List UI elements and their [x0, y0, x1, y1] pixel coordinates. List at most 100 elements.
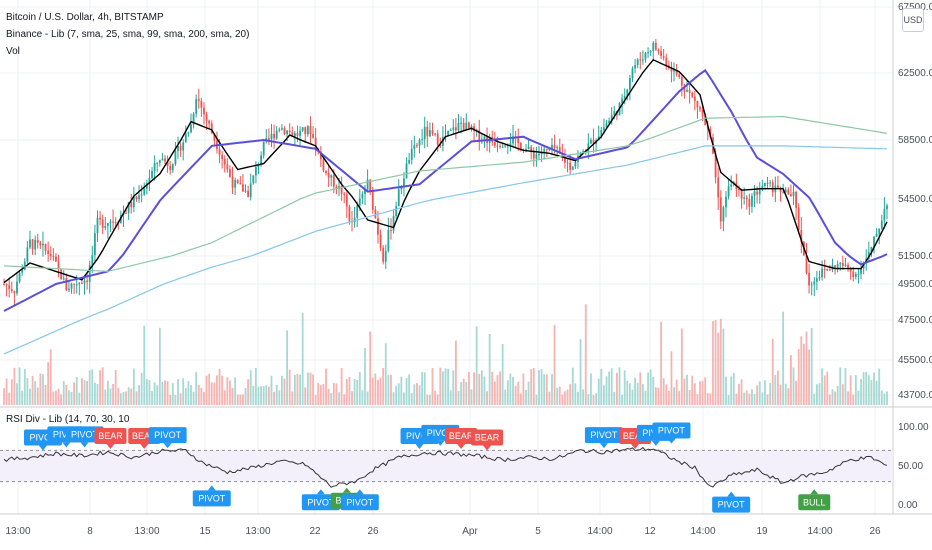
candle-body: [506, 145, 509, 147]
volume-bar: [81, 378, 83, 405]
candle-body: [421, 139, 424, 141]
volume-bar: [296, 373, 299, 405]
candle-body: [179, 145, 182, 151]
candle-body: [390, 230, 392, 232]
candle-body: [221, 154, 224, 160]
candle-body: [727, 186, 730, 197]
volume-bar: [460, 381, 462, 405]
signal-marker-label: PIVOT: [346, 497, 374, 507]
candle-body: [187, 132, 190, 134]
volume-bar: [725, 376, 727, 405]
volume-bar: [558, 386, 561, 405]
candle-body: [787, 189, 790, 195]
volume-bar: [335, 383, 338, 405]
volume-bar: [301, 312, 304, 405]
volume-bar: [709, 393, 712, 405]
volume-bar: [623, 370, 626, 405]
volume-bar: [106, 380, 109, 405]
volume-bar: [382, 368, 385, 405]
candle-body: [647, 52, 649, 54]
candle-body: [340, 186, 343, 194]
volume-bar: [31, 375, 34, 405]
candle-body: [623, 96, 626, 99]
volume-bar: [465, 381, 468, 405]
candle-body: [314, 137, 317, 149]
volume-bar: [208, 373, 211, 405]
signal-marker-label: BEAR: [449, 431, 474, 441]
volume-bar: [151, 391, 153, 405]
signal-marker-pointer: [342, 487, 351, 493]
candle-body: [21, 269, 24, 273]
candle-body: [140, 194, 143, 196]
currency-badge[interactable]: USD: [902, 8, 924, 32]
candle-body: [26, 247, 29, 262]
volume-bar: [847, 391, 849, 405]
candle-body: [52, 255, 55, 257]
volume-bar: [158, 327, 161, 405]
volume-bar: [569, 384, 572, 405]
candle-body: [740, 189, 743, 199]
volume-bar: [719, 318, 722, 405]
candle-body: [301, 127, 304, 131]
candle-body: [384, 251, 387, 262]
volume-bar: [444, 368, 447, 405]
volume-bar: [231, 388, 234, 405]
candle-body: [49, 254, 52, 256]
volume-bar: [795, 380, 798, 405]
candle-body: [431, 130, 434, 134]
signal-marker-pointer: [80, 442, 89, 448]
candle-body: [639, 59, 642, 61]
candle-body: [31, 239, 34, 250]
volume-bar: [805, 331, 808, 405]
candle-body: [457, 122, 460, 131]
volume-bar: [99, 370, 102, 405]
candle-body: [416, 145, 418, 147]
candle-body: [306, 126, 309, 135]
candle-body: [366, 179, 369, 190]
volume-bar: [553, 325, 556, 405]
candle-body: [834, 265, 836, 269]
volume-bar: [353, 379, 356, 405]
candle-body: [192, 113, 195, 125]
volume-bar: [818, 383, 821, 405]
volume-bar: [252, 385, 255, 405]
candle-body: [823, 268, 826, 270]
volume-bar: [190, 385, 192, 405]
volume-bar: [10, 379, 13, 405]
volume-bar: [595, 393, 598, 405]
candle-body: [226, 164, 229, 170]
candle-body: [275, 130, 278, 139]
candle-body: [660, 51, 662, 57]
volume-bar: [647, 372, 649, 405]
volume-bar: [132, 368, 135, 405]
volume-bar: [496, 375, 499, 405]
volume-bar: [600, 368, 603, 405]
candle-body: [449, 129, 452, 131]
signal-marker-pointer: [436, 440, 445, 446]
candle-body: [13, 291, 16, 294]
candle-body: [325, 170, 327, 174]
candle-body: [112, 221, 114, 223]
volume-bar: [299, 374, 301, 405]
volume-bar: [449, 390, 452, 405]
candle-body: [771, 182, 774, 193]
volume-bar: [862, 372, 865, 405]
volume-bar: [288, 369, 291, 405]
volume-bar: [597, 378, 600, 405]
candle-body: [83, 280, 86, 284]
volume-bar: [267, 386, 270, 405]
volume-bar: [857, 390, 860, 405]
candle-body: [184, 133, 187, 143]
candle-body: [540, 152, 543, 155]
volume-bar: [761, 392, 764, 405]
candle-body: [558, 147, 561, 153]
volume-bar: [55, 390, 57, 405]
volume-bar: [610, 368, 613, 405]
candle-body: [808, 272, 810, 286]
candle-body: [229, 169, 231, 177]
volume-bar: [239, 394, 242, 405]
candle-body: [382, 247, 385, 262]
volume-bar: [200, 387, 203, 405]
candle-body: [132, 196, 135, 208]
